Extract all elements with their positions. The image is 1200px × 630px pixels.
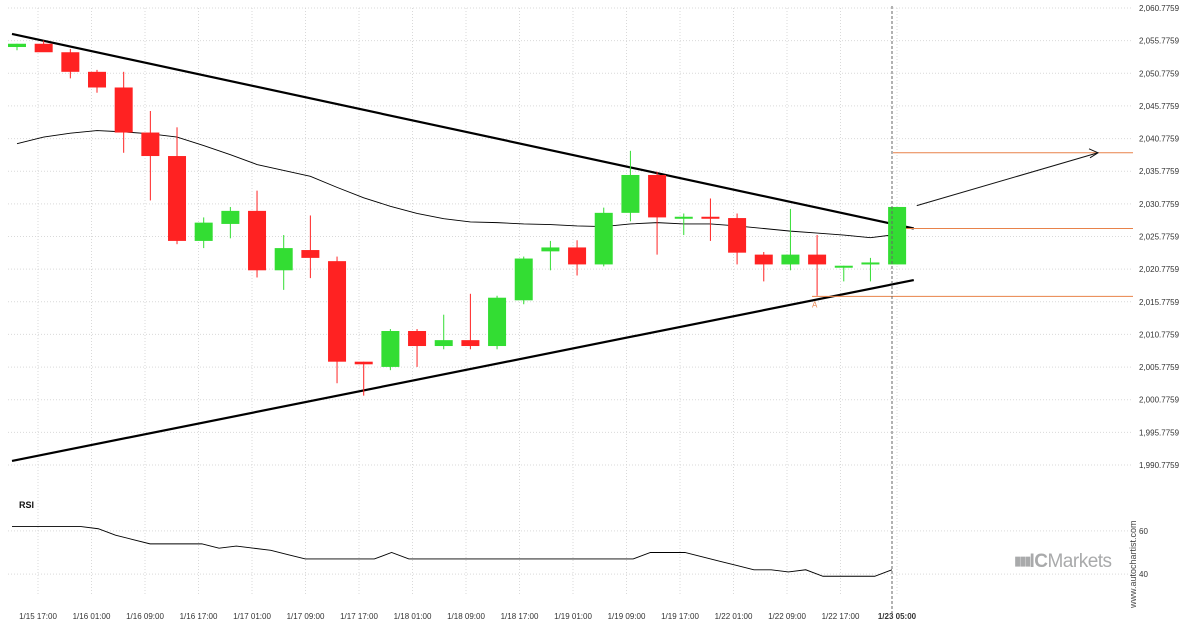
- bullish-candle: [674, 216, 693, 219]
- candlesticks: [8, 40, 907, 396]
- price-tick-label: 1,990.7759: [1139, 461, 1180, 470]
- brand-logo-markets: Markets: [1047, 551, 1112, 572]
- bullish-candle: [434, 340, 453, 347]
- price-tick-label: 2,005.7759: [1139, 363, 1180, 372]
- bearish-candle: [34, 43, 53, 53]
- time-tick-label: 1/17 01:00: [233, 612, 271, 621]
- bullish-candle: [834, 265, 853, 268]
- price-tick-label: 2,015.7759: [1139, 298, 1180, 307]
- bearish-candle: [754, 254, 773, 265]
- rsi-line: [12, 526, 893, 577]
- bullish-candle: [194, 222, 213, 241]
- bullish-candle: [781, 254, 800, 265]
- bearish-candle: [701, 216, 720, 219]
- time-tick-label: 1/22 17:00: [822, 612, 860, 621]
- bearish-candle: [141, 132, 160, 157]
- price-tick-label: 2,030.7759: [1139, 200, 1180, 209]
- bullish-candle: [888, 206, 907, 265]
- bullish-candle: [621, 174, 640, 213]
- time-tick-label: 1/19 09:00: [608, 612, 646, 621]
- price-tick-label: 2,050.7759: [1139, 69, 1180, 78]
- bearish-candle: [568, 247, 587, 265]
- bearish-candle: [61, 52, 80, 72]
- time-tick-label: 1/16 01:00: [73, 612, 111, 621]
- time-tick-label: 1/17 17:00: [340, 612, 378, 621]
- price-tick-label: 2,040.7759: [1139, 135, 1180, 144]
- bearish-candle: [114, 87, 133, 133]
- time-tick-label: 1/19 17:00: [661, 612, 699, 621]
- bearish-candle: [808, 254, 827, 265]
- bearish-candle: [408, 331, 427, 347]
- price-tick-label: 2,010.7759: [1139, 330, 1180, 339]
- moving-average-line: [16, 130, 898, 239]
- price-tick-label: 1,995.7759: [1139, 428, 1180, 437]
- watermark-credit: www.autochartist.com: [1128, 520, 1138, 608]
- price-tick-label: 2,045.7759: [1139, 102, 1180, 111]
- price-tick-label: 2,055.7759: [1139, 37, 1180, 46]
- time-tick-label: 1/22 01:00: [715, 612, 753, 621]
- chart-axes: 2,060.7759 2,055.7759 2,050.7759 2,045.7759…: [19, 4, 1179, 621]
- pattern-point-label: A: [812, 300, 818, 309]
- bullish-candle: [488, 297, 507, 347]
- bearish-candle: [728, 218, 747, 253]
- projection-arrowhead: [1088, 148, 1100, 159]
- brand-logo-ic: IC: [1029, 551, 1048, 572]
- bearish-candle: [168, 156, 187, 241]
- moving-average-path: [16, 130, 898, 239]
- price-tick-label: 2,025.7759: [1139, 233, 1180, 242]
- bullish-candle: [8, 43, 26, 48]
- lower-trendline: [11, 279, 914, 463]
- time-tick-label: 1/18 01:00: [394, 612, 432, 621]
- bullish-candle: [381, 331, 400, 367]
- triangle-pattern: A: [11, 32, 1133, 463]
- bearish-candle: [648, 174, 667, 218]
- time-tick-label: 1/16 09:00: [126, 612, 164, 621]
- rsi-panel: RSI 60 40: [8, 500, 1148, 579]
- upper-trendline: [11, 32, 915, 230]
- rsi-tick-label: 60: [1139, 527, 1148, 536]
- brand-logo: ▮▮▮ICMarkets: [1014, 551, 1112, 573]
- bullish-candle: [274, 248, 293, 271]
- time-tick-label: 1/22 09:00: [768, 612, 806, 621]
- bearish-candle: [88, 71, 107, 88]
- bullish-candle: [221, 210, 240, 224]
- time-tick-label: 1/15 17:00: [19, 612, 57, 621]
- bearish-candle: [461, 340, 480, 347]
- bullish-candle: [514, 258, 533, 301]
- time-tick-label: 1/18 17:00: [501, 612, 539, 621]
- projection-line: [916, 152, 1099, 207]
- bearish-candle: [248, 210, 267, 271]
- bullish-candle: [861, 262, 880, 265]
- time-tick-label: 1/18 09:00: [447, 612, 485, 621]
- price-tick-label: 2,035.7759: [1139, 167, 1180, 176]
- price-tick-label: 2,020.7759: [1139, 265, 1180, 274]
- time-tick-label: 1/16 17:00: [180, 612, 218, 621]
- bearish-candle: [301, 250, 320, 258]
- time-tick-label: 1/23 05:00: [878, 612, 917, 621]
- price-tick-label: 2,060.7759: [1139, 4, 1180, 13]
- bullish-candle: [541, 247, 560, 252]
- rsi-tick-label: 40: [1139, 570, 1148, 579]
- rsi-title: RSI: [19, 500, 34, 510]
- bullish-candle: [594, 212, 613, 265]
- time-tick-label: 1/17 09:00: [287, 612, 325, 621]
- bearish-candle: [328, 261, 347, 362]
- time-tick-label: 1/19 01:00: [554, 612, 592, 621]
- price-tick-label: 2,000.7759: [1139, 396, 1180, 405]
- logo-bars-icon: ▮▮▮: [1014, 553, 1032, 568]
- chart-grid: [8, 7, 1133, 595]
- bearish-candle: [354, 361, 373, 365]
